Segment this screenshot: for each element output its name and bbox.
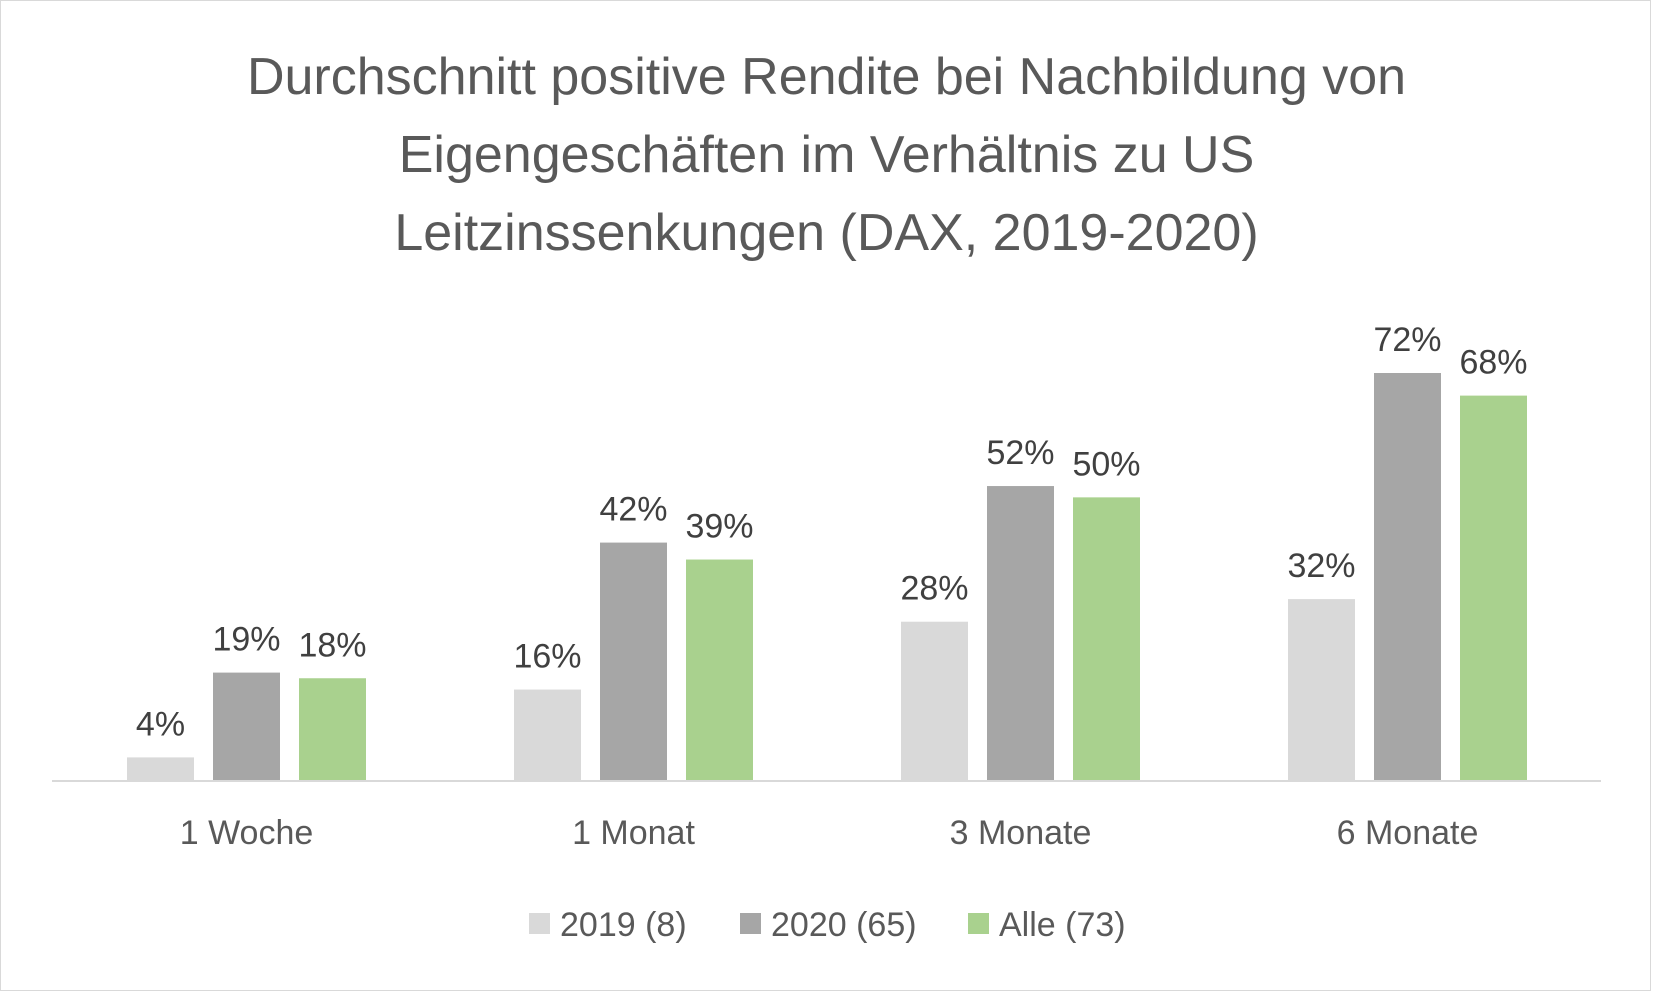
x-tick-label-1: 1 Woche <box>180 814 314 852</box>
x-tick-label-4: 6 Monate <box>1337 814 1479 852</box>
legend-label-3: Alle (73) <box>999 906 1126 944</box>
data-label-1-1: 4% <box>136 705 185 743</box>
data-label-2-3: 52% <box>986 434 1054 472</box>
chart-title-line-2: Eigengeschäften im Verhältnis zu US <box>398 126 1255 184</box>
legend-label-2: 2020 (65) <box>771 906 917 944</box>
bar-2-1 <box>213 672 280 780</box>
data-label-1-4: 32% <box>1287 547 1355 585</box>
x-tick-label-2: 1 Monat <box>572 814 695 852</box>
bar-1-2 <box>514 689 581 780</box>
chart-title: Durchschnitt positive Rendite bei Nachbi… <box>0 38 1653 272</box>
legend-swatch-1 <box>529 913 550 934</box>
bar-3-1 <box>299 678 366 780</box>
data-label-3-3: 50% <box>1072 445 1140 483</box>
bar-1-1 <box>127 757 194 780</box>
data-label-2-1: 19% <box>212 621 280 659</box>
chart-title-line-3: Leitzinssenkungen (DAX, 2019-2020) <box>394 204 1259 262</box>
bar-2-4 <box>1374 373 1441 780</box>
data-label-3-2: 39% <box>685 508 753 546</box>
bar-2-3 <box>987 486 1054 780</box>
bar-1-3 <box>901 621 968 780</box>
legend-swatch-3 <box>968 913 989 934</box>
legend: 2019 (8) 2020 (65) Alle (73) <box>529 906 1126 944</box>
bar-3-3 <box>1073 497 1140 780</box>
x-tick-label-3: 3 Monate <box>950 814 1092 852</box>
bar-3-4 <box>1460 395 1527 780</box>
bars-layer <box>127 373 1527 780</box>
legend-swatch-2 <box>740 913 761 934</box>
data-label-1-2: 16% <box>513 638 581 676</box>
data-label-2-4: 72% <box>1373 321 1441 359</box>
data-label-2-2: 42% <box>599 491 667 529</box>
data-labels-layer: 4% 19% 18% 16% 42% 39% 28% 52% 50% 32% 72% 68% <box>136 321 1528 743</box>
bar-3-2 <box>686 559 753 780</box>
x-tick-labels: 1 Woche 1 Monat 3 Monate 6 Monate <box>180 814 1479 852</box>
bar-1-4 <box>1288 599 1355 780</box>
data-label-1-3: 28% <box>900 570 968 608</box>
data-label-3-4: 68% <box>1459 344 1527 382</box>
data-label-3-1: 18% <box>298 626 366 664</box>
legend-label-1: 2019 (8) <box>560 906 687 944</box>
bar-2-2 <box>600 542 667 780</box>
chart-title-line-1: Durchschnitt positive Rendite bei Nachbi… <box>246 48 1407 106</box>
